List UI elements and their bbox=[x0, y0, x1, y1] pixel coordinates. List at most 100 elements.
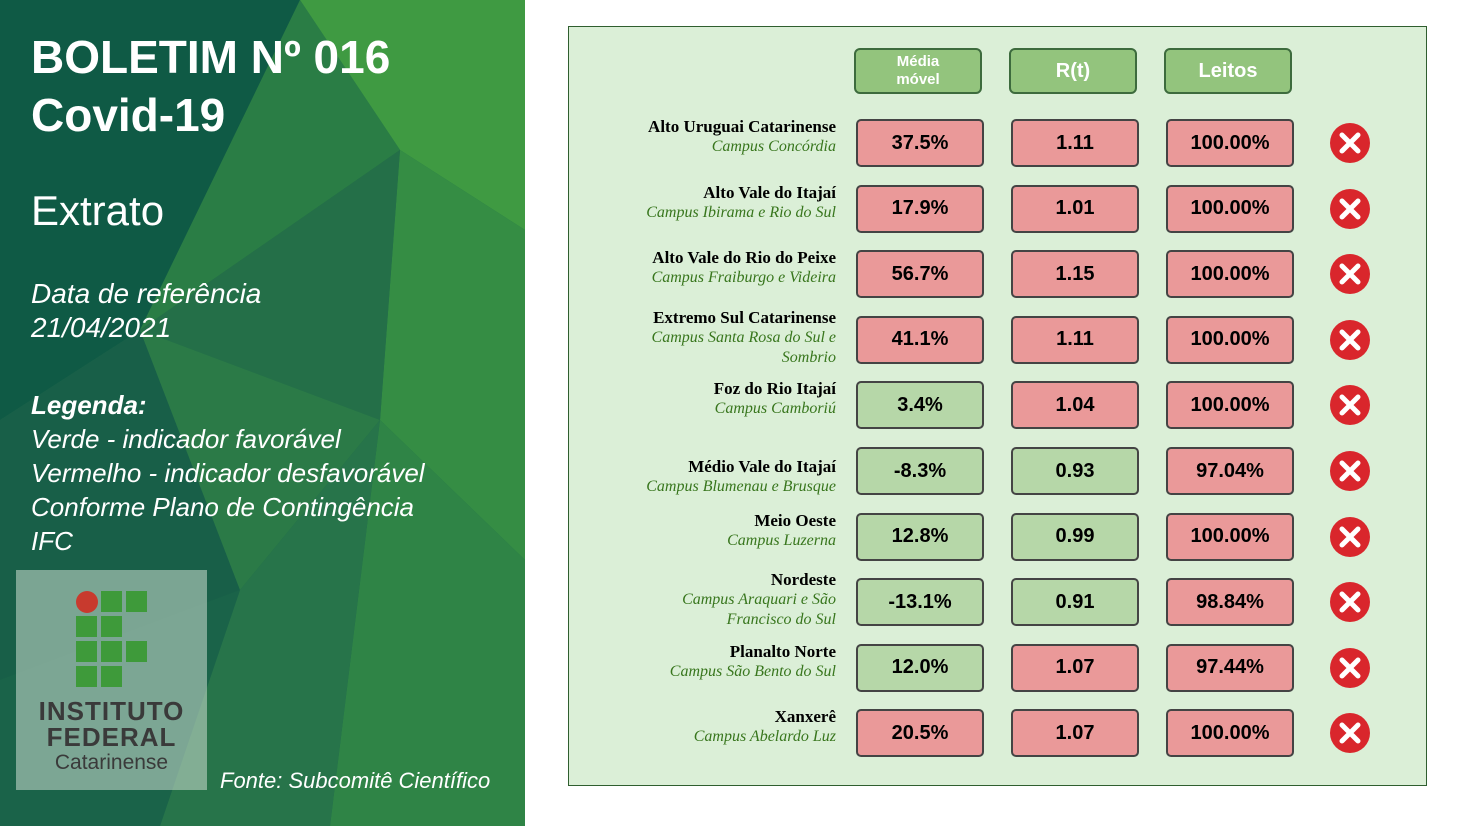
cell-rt: 1.07 bbox=[1011, 643, 1139, 692]
table-row: Foz do Rio Itajaí Campus Camboriú 3.4% 1.04… bbox=[569, 379, 1428, 431]
region-campus: Campus Fraiburgo e Videira bbox=[651, 269, 836, 287]
logo-square bbox=[101, 641, 122, 662]
cell-leitos: 100.00% bbox=[1166, 709, 1294, 758]
x-circle-icon bbox=[1330, 713, 1370, 754]
bulletin-title-line1: BOLETIM Nº 016 bbox=[31, 31, 391, 83]
table-row: Planalto Norte Campus São Bento do Sul 12.… bbox=[569, 642, 1428, 694]
table-row: Alto Vale do Itajaí Campus Ibirama e Rio … bbox=[569, 183, 1428, 235]
logo-square bbox=[126, 591, 147, 612]
region-name: Planalto Norte bbox=[729, 641, 836, 661]
region-name: Alto Uruguai Catarinense bbox=[648, 117, 836, 136]
cell-rt: 1.04 bbox=[1011, 381, 1139, 430]
cell-media-movel: 12.8% bbox=[856, 512, 984, 561]
cell-media-movel: 20.5% bbox=[856, 709, 984, 758]
cell-rt: 1.15 bbox=[1011, 250, 1139, 299]
logo-square bbox=[101, 591, 122, 612]
region-name: Extremo Sul Catarinense bbox=[653, 307, 836, 327]
cell-media-movel: 3.4% bbox=[856, 381, 984, 430]
x-circle-icon bbox=[1330, 385, 1370, 426]
region-campus: Campus Araquari e São bbox=[682, 591, 836, 609]
region-campus-continued: Francisco do Sul bbox=[726, 611, 836, 629]
cell-rt: 0.91 bbox=[1011, 578, 1139, 627]
bulletin-title: BOLETIM Nº 016 Covid-19 bbox=[31, 28, 390, 144]
cell-leitos: 100.00% bbox=[1166, 119, 1294, 167]
legend-line-green: Verde - indicador favorável bbox=[31, 424, 341, 454]
legend-line-plan: Conforme Plano de Contingência bbox=[31, 492, 415, 522]
reference-date: 21/04/2021 bbox=[31, 312, 172, 343]
x-circle-icon bbox=[1330, 188, 1370, 229]
header-media-movel: Média móvel bbox=[854, 48, 982, 94]
region-campus: Campus Abelardo Luz bbox=[693, 728, 836, 746]
header-leitos: Leitos bbox=[1164, 48, 1292, 94]
region-campus: Campus Blumenau e Brusque bbox=[646, 478, 836, 495]
x-circle-icon bbox=[1330, 451, 1370, 491]
region-label: Xanxerê Campus Abelardo Luz bbox=[576, 707, 836, 747]
header-rt: R(t) bbox=[1009, 48, 1137, 94]
region-campus: Campus Santa Rosa do Sul e bbox=[651, 328, 836, 346]
logo-text-catarinense: Catarinense bbox=[54, 751, 169, 774]
logo-square bbox=[101, 616, 122, 637]
table-row: Alto Vale do Rio do Peixe Campus Fraiburg… bbox=[569, 248, 1428, 300]
ifc-logo: INSTITUTO FEDERAL Catarinense bbox=[16, 570, 207, 790]
cell-leitos: 100.00% bbox=[1166, 315, 1294, 364]
cell-leitos: 100.00% bbox=[1166, 250, 1294, 299]
legend-line-red: Vermelho - indicador desfavorável bbox=[31, 458, 425, 488]
region-campus: Campus Camboriú bbox=[714, 400, 836, 418]
region-label: Planalto Norte Campus São Bento do Sul bbox=[576, 642, 836, 682]
region-campus: Campus Ibirama e Rio do Sul bbox=[646, 203, 836, 221]
region-campus: Campus Concórdia bbox=[711, 138, 836, 155]
cell-leitos: 98.84% bbox=[1166, 578, 1294, 627]
region-campus: Campus Luzerna bbox=[727, 531, 836, 549]
left-panel: BOLETIM Nº 016 Covid-19 Extrato Data de … bbox=[0, 0, 525, 826]
region-name: Xanxerê bbox=[774, 707, 836, 727]
logo-square bbox=[101, 666, 122, 687]
logo-text-federal: FEDERAL bbox=[46, 722, 177, 752]
region-label: Nordeste Campus Araquari e São Francisco d… bbox=[576, 570, 836, 630]
region-label: Alto Vale do Itajaí Campus Ibirama e Rio … bbox=[576, 183, 836, 223]
region-label: Alto Vale do Rio do Peixe Campus Fraiburg… bbox=[576, 248, 836, 288]
cell-media-movel: 37.5% bbox=[856, 119, 984, 167]
reference-label: Data de referência bbox=[31, 278, 262, 309]
cell-rt: 0.99 bbox=[1011, 512, 1139, 561]
bulletin-title-line2: Covid-19 bbox=[31, 89, 226, 141]
x-circle-icon bbox=[1330, 254, 1370, 295]
header-media-line2: móvel bbox=[896, 71, 940, 88]
region-campus: Campus São Bento do Sul bbox=[669, 662, 836, 680]
region-label: Extremo Sul Catarinense Campus Santa Rosa… bbox=[576, 308, 836, 368]
logo-square bbox=[76, 641, 97, 662]
indicators-table: Média móvel R(t) Leitos Alto Uruguai Cat… bbox=[568, 26, 1427, 786]
cell-leitos: 100.00% bbox=[1166, 381, 1294, 430]
table-row: Xanxerê Campus Abelardo Luz 20.5% 1.07 100.0… bbox=[569, 707, 1428, 759]
cell-media-movel: 12.0% bbox=[856, 643, 984, 692]
logo-square bbox=[126, 641, 147, 662]
region-label: Meio Oeste Campus Luzerna bbox=[576, 511, 836, 551]
region-campus-continued: Sombrio bbox=[781, 348, 836, 366]
region-name: Alto Vale do Itajaí bbox=[703, 182, 836, 202]
cell-media-movel: -8.3% bbox=[856, 447, 984, 495]
cell-leitos: 100.00% bbox=[1166, 512, 1294, 561]
cell-leitos: 97.44% bbox=[1166, 643, 1294, 692]
table-row: Médio Vale do Itajaí Campus Blumenau e Br… bbox=[569, 447, 1428, 497]
logo-square bbox=[76, 666, 97, 687]
legend: Legenda: Verde - indicador favorável Ver… bbox=[31, 388, 425, 558]
x-circle-icon bbox=[1330, 582, 1370, 623]
cell-rt: 1.01 bbox=[1011, 184, 1139, 233]
table-row: Alto Uruguai Catarinense Campus Concórdia… bbox=[569, 117, 1428, 169]
x-circle-icon bbox=[1330, 319, 1370, 360]
region-label: Foz do Rio Itajaí Campus Camboriú bbox=[576, 379, 836, 419]
cell-media-movel: 41.1% bbox=[856, 315, 984, 364]
region-label: Alto Uruguai Catarinense Campus Concórdia bbox=[576, 117, 836, 157]
x-circle-icon bbox=[1330, 516, 1370, 557]
region-name: Meio Oeste bbox=[754, 510, 836, 530]
x-circle-icon bbox=[1330, 123, 1370, 163]
reference-date-block: Data de referência 21/04/2021 bbox=[31, 277, 261, 345]
cell-media-movel: -13.1% bbox=[856, 578, 984, 627]
logo-square bbox=[76, 616, 97, 637]
cell-media-movel: 17.9% bbox=[856, 184, 984, 233]
source-note: Fonte: Subcomitê Científico bbox=[220, 768, 491, 793]
legend-title: Legenda: bbox=[31, 390, 147, 420]
table-row: Meio Oeste Campus Luzerna 12.8% 0.99 100.00% bbox=[569, 511, 1428, 563]
cell-rt: 1.11 bbox=[1011, 119, 1139, 167]
region-name: Nordeste bbox=[770, 570, 836, 590]
subtitle: Extrato bbox=[31, 187, 165, 234]
